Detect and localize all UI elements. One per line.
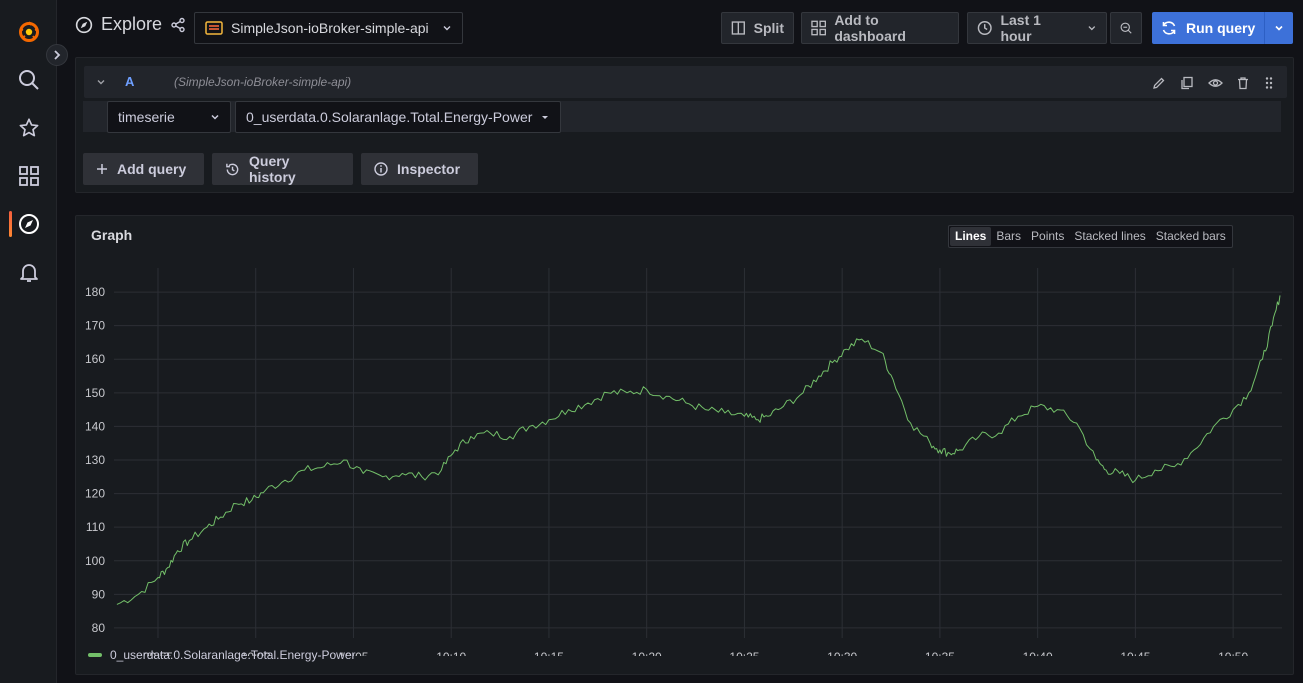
page-title-text: Explore xyxy=(101,14,163,34)
sidebar xyxy=(0,0,57,683)
x-tick-label: 10:10 xyxy=(436,650,466,656)
chevron-down-icon xyxy=(1275,25,1283,31)
time-range-picker[interactable]: Last 1 hour xyxy=(967,12,1107,44)
add-query-button[interactable]: Add query xyxy=(83,153,204,185)
explore-toolbar: Explore SimpleJson-ioBroker-simple-api S… xyxy=(57,0,1303,56)
toggle-visibility-eye-icon[interactable] xyxy=(1206,74,1224,92)
legend-series-label: 0_userdata.0.Solaranlage.Total.Energy-Po… xyxy=(110,648,356,662)
x-tick-label: 10:15 xyxy=(534,650,564,656)
graph-panel: Graph Lines Bars Points Stacked lines St… xyxy=(75,215,1294,675)
x-tick-label: 10:30 xyxy=(827,650,857,656)
y-tick-label: 180 xyxy=(85,285,105,299)
dashboards-icon[interactable] xyxy=(16,163,42,189)
delete-query-trash-icon[interactable] xyxy=(1234,74,1252,92)
inspector-button[interactable]: Inspector xyxy=(361,153,478,185)
y-tick-label: 90 xyxy=(92,587,106,601)
explore-compass-icon[interactable] xyxy=(16,211,42,237)
graph-title: Graph xyxy=(91,227,133,243)
x-tick-label: 10:35 xyxy=(925,650,955,656)
info-circle-icon xyxy=(374,162,388,176)
x-tick-label: 10:20 xyxy=(632,650,662,656)
render-option-stacked-bars[interactable]: Stacked bars xyxy=(1155,229,1226,243)
zoom-out-icon xyxy=(1120,22,1132,34)
run-query-button[interactable]: Run query xyxy=(1152,12,1293,44)
run-query-label: Run query xyxy=(1186,20,1256,36)
dashboard-add-icon xyxy=(811,20,827,36)
query-row-header: A (SimpleJson-ioBroker-simple-api) xyxy=(84,66,1287,98)
y-tick-label: 120 xyxy=(85,487,105,501)
search-icon[interactable] xyxy=(16,67,42,93)
add-query-label: Add query xyxy=(117,161,187,177)
x-tick-label: 10:45 xyxy=(1120,650,1150,656)
history-icon xyxy=(226,163,239,175)
alerting-bell-icon[interactable] xyxy=(16,259,42,285)
run-query-main[interactable]: Run query xyxy=(1152,12,1264,44)
page-title: Explore xyxy=(75,14,186,35)
query-datasource-hint: (SimpleJson-ioBroker-simple-api) xyxy=(174,75,352,89)
time-series-chart[interactable]: 80 90 100 110 120 130 140 150 160 170 180 09:55 10:0… xyxy=(76,256,1293,656)
caret-down-icon xyxy=(542,116,548,119)
graph-legend[interactable]: 0_userdata.0.Solaranlage.Total.Energy-Po… xyxy=(88,648,355,662)
query-refid[interactable]: A xyxy=(125,74,135,89)
render-option-points[interactable]: Points xyxy=(1031,229,1065,243)
add-to-dashboard-label: Add to dashboard xyxy=(834,12,906,44)
clock-icon xyxy=(977,20,992,36)
chevron-down-icon xyxy=(443,26,451,31)
x-tick-label: 10:40 xyxy=(1023,650,1053,656)
render-option-stacked-lines[interactable]: Stacked lines xyxy=(1074,229,1146,243)
y-tick-label: 150 xyxy=(85,386,105,400)
query-type-select[interactable]: timeserie xyxy=(107,101,231,133)
chevron-down-icon xyxy=(1088,26,1096,31)
active-nav-indicator xyxy=(9,211,12,237)
x-tick-label: 09:55 xyxy=(143,650,173,656)
plus-icon xyxy=(97,164,107,174)
chevron-down-icon xyxy=(211,114,219,120)
inspector-label: Inspector xyxy=(397,161,461,177)
duplicate-query-icon[interactable] xyxy=(1178,74,1196,92)
y-tick-label: 160 xyxy=(85,352,105,366)
zoom-out-button[interactable] xyxy=(1110,12,1142,44)
expand-sidebar-button[interactable] xyxy=(46,44,68,66)
metric-select[interactable]: 0_userdata.0.Solaranlage.Total.Energy-Po… xyxy=(235,101,561,133)
y-tick-label: 130 xyxy=(85,453,105,467)
y-tick-label: 170 xyxy=(85,319,105,333)
x-tick-label: 10:05 xyxy=(338,650,368,656)
query-history-label: Query history xyxy=(249,153,296,185)
query-history-button[interactable]: Query history xyxy=(212,153,353,185)
json-datasource-icon xyxy=(205,21,223,35)
chevron-right-icon xyxy=(54,50,61,60)
x-tick-label: 10:00 xyxy=(241,650,271,656)
share-icon[interactable] xyxy=(170,17,186,33)
x-tick-label: 10:50 xyxy=(1218,650,1248,656)
drag-handle-icon[interactable] xyxy=(1260,74,1278,92)
y-tick-label: 100 xyxy=(85,554,105,568)
sync-icon xyxy=(1162,21,1176,35)
y-tick-label: 110 xyxy=(86,520,105,534)
grafana-logo-icon[interactable] xyxy=(16,19,42,45)
star-icon[interactable] xyxy=(16,115,42,141)
graph-render-options: Lines Bars Points Stacked lines Stacked … xyxy=(948,225,1233,248)
add-to-dashboard-button[interactable]: Add to dashboard xyxy=(801,12,959,44)
series-line xyxy=(116,295,1281,605)
run-query-dropdown[interactable] xyxy=(1264,12,1293,44)
metric-value: 0_userdata.0.Solaranlage.Total.Energy-Po… xyxy=(246,109,533,125)
datasource-picker[interactable]: SimpleJson-ioBroker-simple-api xyxy=(194,12,463,44)
compass-icon xyxy=(75,16,93,33)
legend-color-swatch xyxy=(88,653,102,657)
split-icon xyxy=(731,21,745,35)
y-tick-label: 80 xyxy=(92,621,106,635)
render-option-lines[interactable]: Lines xyxy=(950,227,992,246)
time-range-label: Last 1 hour xyxy=(1000,12,1041,44)
x-tick-label: 10:25 xyxy=(729,650,759,656)
render-option-bars[interactable]: Bars xyxy=(996,229,1022,243)
datasource-name: SimpleJson-ioBroker-simple-api xyxy=(231,20,429,36)
split-label: Split xyxy=(753,20,784,36)
y-tick-label: 140 xyxy=(85,419,105,433)
split-button[interactable]: Split xyxy=(721,12,794,44)
collapse-chevron-icon[interactable] xyxy=(96,77,106,87)
query-type-value: timeserie xyxy=(118,109,175,125)
edit-query-icon[interactable] xyxy=(1150,74,1168,92)
